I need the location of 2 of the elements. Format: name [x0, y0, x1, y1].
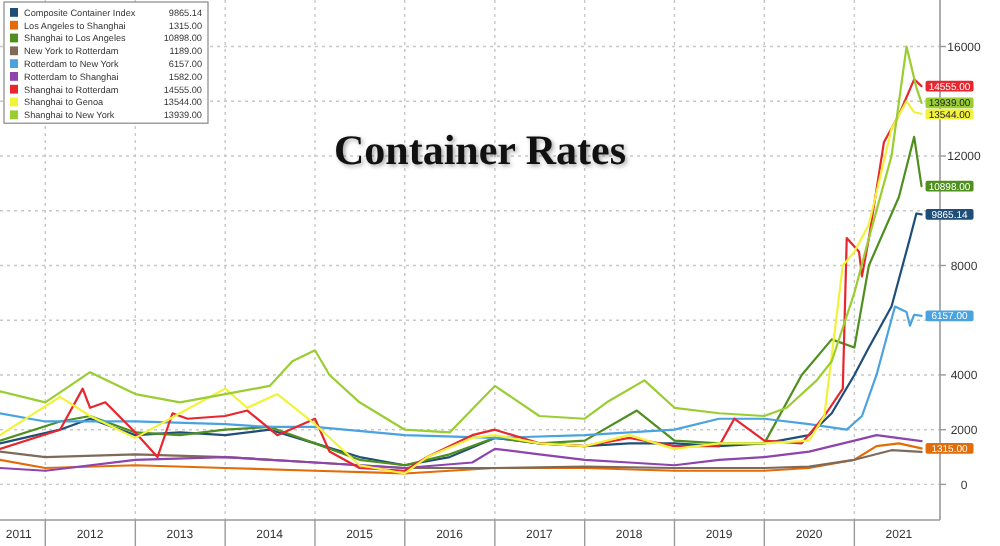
- text: Container Rates: [333, 126, 627, 174]
- line-series: [0, 434, 923, 472]
